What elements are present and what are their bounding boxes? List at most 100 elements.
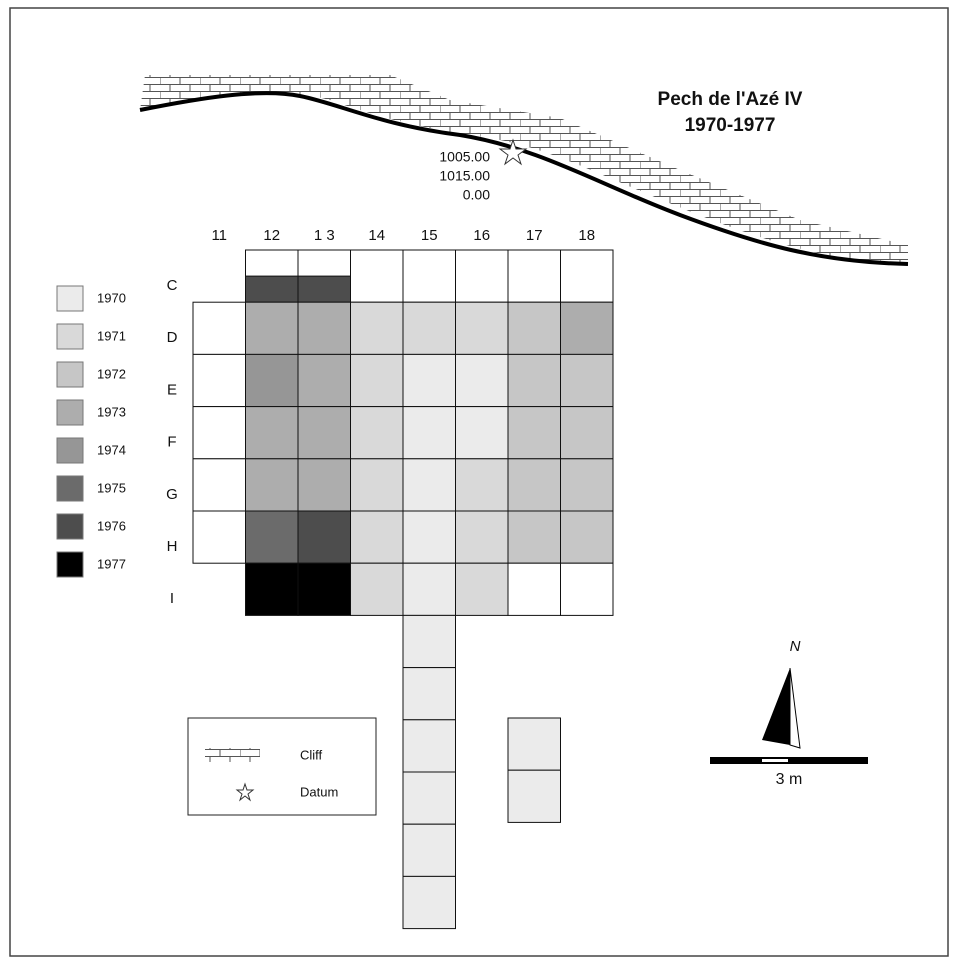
- row-label: D: [167, 329, 178, 346]
- grid-cell: [507, 717, 561, 771]
- legend-swatch: [56, 399, 84, 426]
- column-label: 15: [421, 227, 438, 244]
- legend-swatch: [56, 475, 84, 502]
- datum-label: 0.00: [463, 187, 490, 203]
- north-label: N: [790, 638, 801, 655]
- legend: 1970 1971 1972 1973 1974 1975 1976 1977: [56, 285, 126, 578]
- grid-cell: [350, 562, 404, 616]
- grid-cell: [192, 458, 246, 512]
- grid-cell: [245, 406, 299, 460]
- legend-label: 1971: [97, 328, 126, 343]
- grid-cell: [455, 510, 509, 564]
- datum-label: 1005.00: [439, 149, 490, 165]
- grid-cell: [297, 458, 351, 512]
- grid-cell: [402, 614, 456, 669]
- grid-cell-part: [297, 275, 351, 303]
- grid-cell: [507, 510, 561, 564]
- grid-cell: [402, 719, 456, 773]
- grid-cell: [245, 562, 299, 616]
- grid-cell: [350, 406, 404, 460]
- key-datum: Datum: [300, 784, 338, 799]
- grid-cell: [455, 562, 509, 616]
- grid-cell: [507, 301, 561, 355]
- grid-cell: [245, 353, 299, 408]
- grid-cell: [402, 353, 456, 408]
- column-label: 17: [526, 227, 543, 244]
- grid-cell: [560, 406, 614, 460]
- grid-cell: [560, 562, 614, 616]
- key-box: [187, 717, 377, 816]
- grid-cell: [192, 353, 246, 408]
- grid-cell: [560, 249, 614, 303]
- legend-swatch: [56, 323, 84, 350]
- scale-label: 3 m: [776, 771, 803, 788]
- grid-cell: [560, 301, 614, 355]
- grid-cell: [507, 769, 561, 823]
- key-datum-icon: [235, 782, 255, 802]
- grid-cell: [402, 510, 456, 564]
- column-label: 1 3: [314, 227, 335, 244]
- legend-swatch: [56, 361, 84, 388]
- cliff-edge: [139, 91, 909, 266]
- grid-cell: [507, 406, 561, 460]
- grid-cell: [350, 249, 404, 303]
- grid-cell: [507, 458, 561, 512]
- grid-cell: [455, 301, 509, 355]
- grid-cell: [402, 771, 456, 825]
- grid-cell: [455, 406, 509, 460]
- grid-cell: [297, 510, 351, 564]
- grid-cell: [245, 301, 299, 355]
- grid-cell: [560, 510, 614, 564]
- scale-bar: [710, 757, 868, 764]
- grid-cell: [192, 510, 246, 564]
- row-label: H: [167, 538, 178, 555]
- row-label: G: [166, 486, 178, 503]
- legend-label: 1972: [97, 366, 126, 381]
- grid-cell: [245, 510, 299, 564]
- north-arrow-left: [762, 668, 790, 745]
- grid-cell: [350, 510, 404, 564]
- legend-label: 1974: [97, 442, 126, 457]
- legend-label: 1977: [97, 556, 126, 571]
- grid-cell: [455, 458, 509, 512]
- grid-cell: [402, 406, 456, 460]
- column-label: 11: [211, 227, 227, 244]
- grid-cell: [560, 353, 614, 408]
- grid-cell: [402, 562, 456, 616]
- grid-cell: [402, 301, 456, 355]
- grid-cell: [350, 301, 404, 355]
- frame: [9, 7, 949, 957]
- scale-bar-gap: [762, 759, 788, 762]
- row-label: F: [167, 434, 176, 451]
- grid-cell: [192, 406, 246, 460]
- grid-cell: [192, 301, 246, 355]
- grid-cell: [297, 301, 351, 355]
- key-cliff-icon: [205, 748, 260, 762]
- grid-cell: [455, 353, 509, 408]
- title: Pech de l'Azé IV: [658, 89, 803, 110]
- key-cliff: Cliff: [300, 747, 323, 762]
- column-label: 18: [578, 227, 595, 244]
- legend-label: 1975: [97, 480, 126, 495]
- legend-swatch: [56, 285, 84, 312]
- grid-cell: [350, 458, 404, 512]
- grid-cell: [402, 249, 456, 303]
- legend-label: 1970: [97, 290, 126, 305]
- row-label: E: [167, 381, 177, 398]
- grid-cell: [402, 875, 456, 930]
- grid-cell: [560, 458, 614, 512]
- column-label: 14: [368, 227, 385, 244]
- cliff: [140, 75, 908, 264]
- grid-cell: [297, 353, 351, 408]
- row-label: C: [167, 277, 178, 294]
- grid-cell: [507, 353, 561, 408]
- legend-swatch: [56, 513, 84, 540]
- legend-swatch: [56, 437, 84, 464]
- column-label: 16: [473, 227, 490, 244]
- grid-cell: [507, 249, 561, 303]
- datum-label: 1015.00: [439, 168, 490, 184]
- legend-label: 1973: [97, 404, 126, 419]
- grid-cell: [402, 823, 456, 877]
- grid-cell: [245, 458, 299, 512]
- legend-label: 1976: [97, 518, 126, 533]
